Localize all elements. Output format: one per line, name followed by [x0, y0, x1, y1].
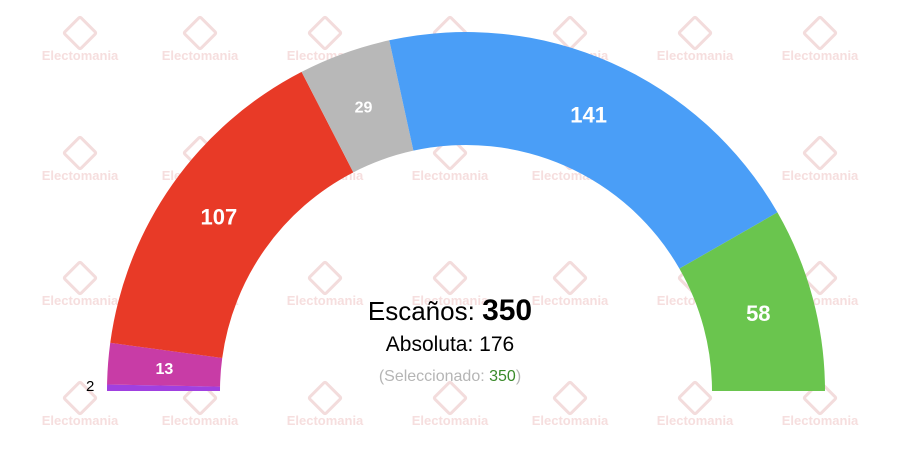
seat-segment[interactable]: [679, 212, 825, 391]
seat-label-outside: 2: [86, 378, 95, 395]
majority-line: Absoluta: 176: [0, 330, 900, 360]
seat-label: 107: [201, 204, 238, 229]
selected-prefix: (Seleccionado:: [378, 368, 485, 385]
seat-label: 29: [355, 100, 373, 117]
total-seats-line: Escaños: 350: [0, 292, 900, 330]
center-summary: Escaños: 350 Absoluta: 176 (Seleccionado…: [0, 292, 900, 392]
seat-label: 141: [570, 102, 607, 127]
seat-segment[interactable]: [110, 71, 354, 358]
seat-label: 13: [155, 361, 173, 378]
selected-line: (Seleccionado: 350): [0, 362, 900, 392]
selected-suffix: ): [515, 368, 522, 385]
seat-segment[interactable]: [389, 32, 778, 269]
seat-segment[interactable]: [301, 40, 414, 173]
selected-value: 350: [489, 368, 516, 385]
seat-segment[interactable]: [107, 384, 221, 391]
seat-label: 58: [746, 301, 770, 326]
seat-segment[interactable]: [107, 342, 223, 387]
majority-value: 176: [479, 333, 515, 356]
seats-value: 350: [482, 294, 533, 327]
seats-label: Escaños:: [367, 296, 475, 326]
majority-label: Absoluta:: [385, 333, 474, 356]
